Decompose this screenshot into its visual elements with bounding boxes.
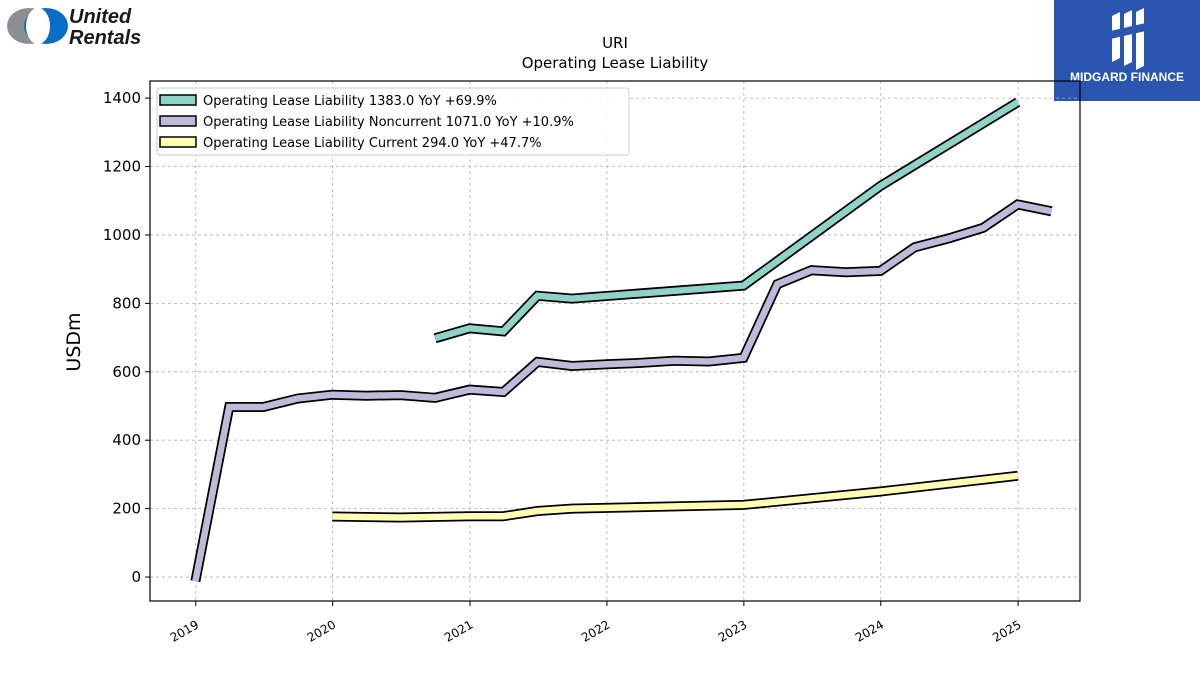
legend: Operating Lease Liability 1383.0 YoY +69…	[156, 87, 630, 156]
series-line	[434, 99, 1020, 342]
logo-line2: Rentals	[69, 27, 141, 48]
legend-swatch	[159, 94, 197, 106]
legend-label: Operating Lease Liability Current 294.0 …	[203, 136, 542, 151]
series-layer	[190, 97, 1053, 583]
y-tick-label: 1000	[103, 226, 141, 244]
x-tick-label: 2021	[442, 617, 475, 644]
united-rentals-logo-mark: United Rentals	[7, 6, 141, 49]
legend-box	[156, 87, 630, 156]
y-tick-label: 800	[112, 294, 141, 312]
x-tick-label: 2019	[168, 617, 201, 644]
logo-line1: United	[69, 6, 132, 28]
x-tick-label: 2020	[305, 617, 338, 644]
series-operating-lease-liability-noncurrent	[190, 199, 1053, 583]
series-line-outline	[332, 470, 1019, 523]
y-tick-label: 200	[112, 500, 141, 518]
legend-label: Operating Lease Liability 1383.0 YoY +69…	[203, 94, 497, 109]
y-tick-label: 1400	[103, 89, 141, 107]
chart-title: URI	[602, 34, 628, 52]
united-rentals-logo: United Rentals	[6, 4, 166, 49]
x-tick-label: 2022	[579, 617, 612, 644]
midgard-logo-text: MIDGARD FINANCE	[1070, 70, 1184, 84]
y-tick-label: 1200	[103, 158, 141, 176]
x-tick-label: 2025	[990, 617, 1023, 644]
legend-swatch	[159, 115, 197, 127]
x-tick-label: 2023	[716, 617, 749, 644]
series-line	[332, 472, 1019, 521]
grid	[150, 81, 1080, 601]
x-tick-label: 2024	[853, 617, 886, 644]
legend-swatch	[159, 136, 197, 148]
y-tick-label: 0	[131, 568, 141, 586]
chart-subtitle: Operating Lease Liability	[522, 54, 709, 72]
series-operating-lease-liability	[433, 97, 1021, 344]
series-operating-lease-liability-current	[332, 470, 1019, 523]
legend-label: Operating Lease Liability Noncurrent 107…	[203, 115, 574, 130]
midgard-logo-mark: MIDGARD FINANCE	[1070, 8, 1184, 84]
y-tick-label: 400	[112, 431, 141, 449]
y-tick-label: 600	[112, 363, 141, 381]
plot-frame	[149, 80, 1081, 602]
midgard-finance-logo: MIDGARD FINANCE	[1054, 0, 1200, 101]
series-line	[192, 201, 1053, 582]
y-axis-label: USDm	[63, 312, 85, 371]
